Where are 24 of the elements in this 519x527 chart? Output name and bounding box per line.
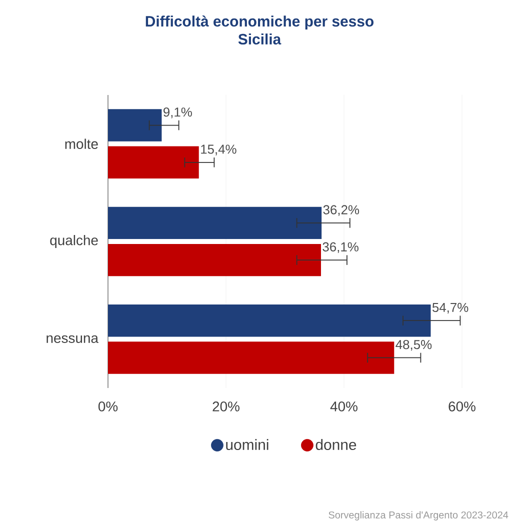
data-label: 15,4% <box>201 144 236 156</box>
y-tick-label: qualche <box>50 234 98 248</box>
data-label: 36,2% <box>323 205 360 216</box>
text: Sorveglianza Passi d'Argento 2023-2024 <box>328 511 508 520</box>
bar <box>108 342 394 374</box>
x-tick-label: 60% <box>448 402 476 412</box>
chart-title: Difficoltà economiche per sesso <box>146 15 374 30</box>
x-tick-label: 20% <box>212 402 240 412</box>
data-label: 48,5% <box>396 340 432 351</box>
x-tick-label: 40% <box>330 402 358 412</box>
legend-label: donne <box>316 439 356 450</box>
data-label: 9,1% <box>164 108 192 118</box>
bar <box>108 244 321 276</box>
y-tick-label: nessuna <box>46 335 98 343</box>
bar <box>108 304 431 337</box>
y-tick-label: molte <box>65 138 98 149</box>
data-label: 36,1% <box>322 242 358 253</box>
legend-label: uomini <box>226 439 268 450</box>
x-tick-label: 0% <box>98 402 118 412</box>
bar <box>108 146 199 179</box>
bar <box>108 109 162 142</box>
bar <box>108 206 322 240</box>
data-label: 54,7% <box>432 302 468 314</box>
chart-subtitle: Sicilia <box>238 34 282 45</box>
